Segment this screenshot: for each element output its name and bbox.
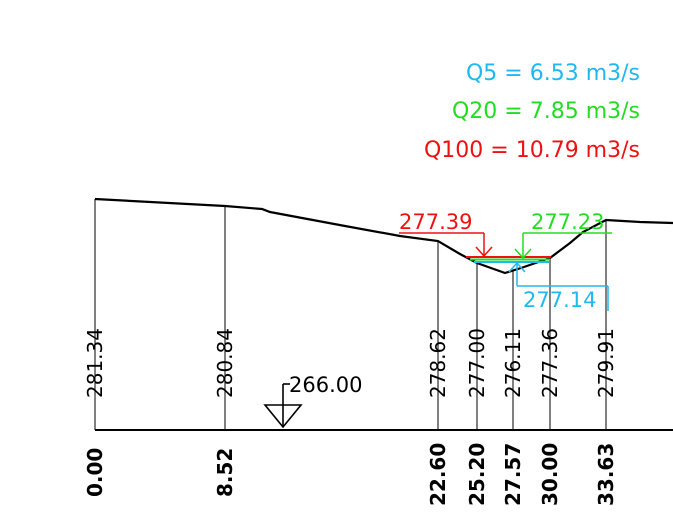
- distance-label-0: 0.00: [83, 448, 107, 497]
- datum-marker: 266.00: [263, 373, 362, 429]
- datum-elevation-label: 266.00: [289, 373, 362, 397]
- flow-q100-label: Q100 = 10.79 m3/s: [424, 138, 640, 163]
- water-level-q100-value: 277.39: [399, 210, 472, 234]
- water-level-q5-callout: 277.14: [508, 261, 609, 312]
- flow-q20-label: Q20 = 7.85 m3/s: [452, 99, 640, 124]
- distance-label-1: 8.52: [213, 448, 237, 497]
- water-level-q100-callout: 277.39: [399, 210, 493, 258]
- distance-label-4: 27.57: [501, 443, 525, 506]
- flow-legend: Q5 = 6.53 m3/s Q20 = 7.85 m3/s Q100 = 10…: [424, 61, 640, 163]
- elevation-label-2: 278.62: [426, 328, 450, 398]
- distance-label-2: 22.60: [426, 443, 450, 506]
- distance-label-5: 30.00: [538, 443, 562, 506]
- elevation-label-3: 277.00: [465, 328, 489, 398]
- arrow-down-icon: [514, 248, 532, 260]
- flow-q5-label: Q5 = 6.53 m3/s: [466, 61, 640, 86]
- water-level-q5-value: 277.14: [523, 288, 596, 312]
- water-level-q20-callout: 277.23: [514, 210, 612, 260]
- water-surfaces: [466, 256, 551, 263]
- elevation-label-4: 276.11: [501, 328, 525, 398]
- elevation-label-1: 280.84: [213, 328, 237, 398]
- arrow-down-icon: [475, 246, 493, 258]
- elevation-labels: 281.34 280.84 278.62 277.00 276.11 277.3…: [83, 328, 618, 398]
- elevation-label-6: 279.91: [594, 328, 618, 398]
- distance-labels: 0.00 8.52 22.60 25.20 27.57 30.00 33.63: [83, 443, 618, 506]
- distance-label-3: 25.20: [465, 443, 489, 506]
- water-level-q20-value: 277.23: [531, 210, 604, 234]
- distance-label-6: 33.63: [594, 443, 618, 506]
- elevation-label-0: 281.34: [83, 328, 107, 398]
- arrow-up-icon: [508, 261, 526, 273]
- elevation-label-5: 277.36: [538, 328, 562, 398]
